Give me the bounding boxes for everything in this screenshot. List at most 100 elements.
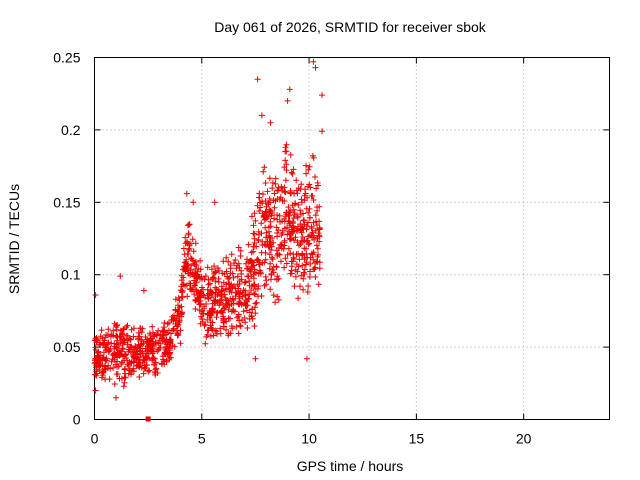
data-point: [201, 305, 208, 312]
data-point: [306, 163, 313, 170]
data-point: [184, 293, 191, 300]
data-point: [203, 301, 210, 307]
data-point: [219, 287, 226, 294]
data-point: [255, 228, 262, 235]
data-point: [188, 286, 194, 293]
data-point: [309, 229, 316, 236]
data-point: [288, 270, 295, 277]
data-point: [166, 356, 173, 363]
data-point: [300, 275, 307, 282]
data-point: [93, 362, 100, 369]
data-point: [180, 245, 187, 252]
data-point: [290, 215, 297, 222]
data-point: [258, 293, 265, 299]
data-point: [290, 255, 297, 262]
data-point: [277, 241, 284, 248]
data-point: [220, 279, 227, 286]
data-point: [276, 212, 283, 219]
data-point: [214, 265, 221, 271]
data-point: [114, 350, 121, 357]
data-point: [111, 356, 118, 363]
data-point: [251, 323, 258, 330]
data-point: [267, 241, 274, 247]
data-point: [213, 314, 220, 321]
data-point: [233, 323, 240, 330]
data-point: [273, 224, 280, 231]
data-point: [285, 228, 292, 235]
data-point: [289, 223, 296, 229]
data-point: [220, 319, 227, 326]
data-point: [200, 286, 206, 293]
data-point: [161, 327, 168, 334]
data-point: [316, 233, 323, 240]
data-point: [99, 362, 106, 369]
data-point: [303, 226, 310, 233]
data-point: [180, 263, 187, 270]
data-point: [202, 273, 209, 280]
data-point: [135, 329, 142, 336]
data-point: [301, 192, 308, 199]
data-point: [287, 250, 294, 257]
data-point: [228, 323, 235, 330]
data-point: [138, 329, 145, 336]
data-point: [310, 219, 317, 226]
data-point: [288, 169, 295, 176]
data-point: [143, 338, 150, 345]
data-point: [235, 330, 242, 337]
data-point: [225, 332, 232, 339]
data-point: [270, 197, 277, 204]
data-point: [266, 251, 273, 258]
data-point: [297, 221, 304, 228]
data-point: [199, 275, 206, 282]
data-point: [256, 267, 263, 274]
data-point: [306, 214, 313, 221]
data-point: [245, 273, 252, 280]
data-point: [143, 362, 150, 368]
data-point: [316, 218, 323, 225]
data-point: [157, 340, 164, 347]
data-point: [114, 363, 121, 370]
data-point: [299, 262, 306, 269]
data-point: [185, 231, 192, 238]
data-point: [273, 276, 280, 283]
data-point: [180, 266, 186, 273]
data-point: [145, 368, 152, 375]
data-point: [282, 148, 289, 155]
data-point: [242, 297, 249, 303]
data-point: [155, 327, 162, 334]
data-point: [241, 279, 248, 286]
data-point: [272, 175, 279, 182]
data-point: [271, 204, 278, 211]
data-point: [199, 319, 206, 325]
data-point: [292, 273, 299, 280]
data-point: [204, 311, 211, 318]
data-point: [269, 209, 275, 216]
data-point: [187, 286, 193, 292]
data-point: [192, 258, 199, 265]
data-point: [192, 306, 199, 312]
data-point: [286, 235, 293, 242]
data-point: [237, 322, 244, 329]
data-point: [269, 256, 276, 263]
data-point: [207, 322, 214, 329]
data-point: [244, 325, 251, 331]
data-point: [159, 361, 165, 368]
data-point: [304, 289, 311, 295]
data-point: [276, 251, 283, 258]
data-point: [252, 291, 258, 298]
data-point: [271, 190, 278, 197]
data-point: [181, 251, 188, 258]
data-point: [294, 190, 301, 197]
data-point: [262, 273, 269, 280]
data-point: [98, 374, 105, 381]
data-point: [232, 257, 239, 263]
data-point: [279, 230, 286, 236]
data-point: [267, 260, 274, 267]
data-point: [268, 247, 274, 253]
data-point: [296, 242, 303, 249]
data-point: [283, 260, 290, 267]
y-tick-label: 0.2: [61, 122, 81, 138]
data-point: [283, 141, 290, 148]
data-point: [319, 92, 325, 99]
data-point: [303, 355, 310, 362]
